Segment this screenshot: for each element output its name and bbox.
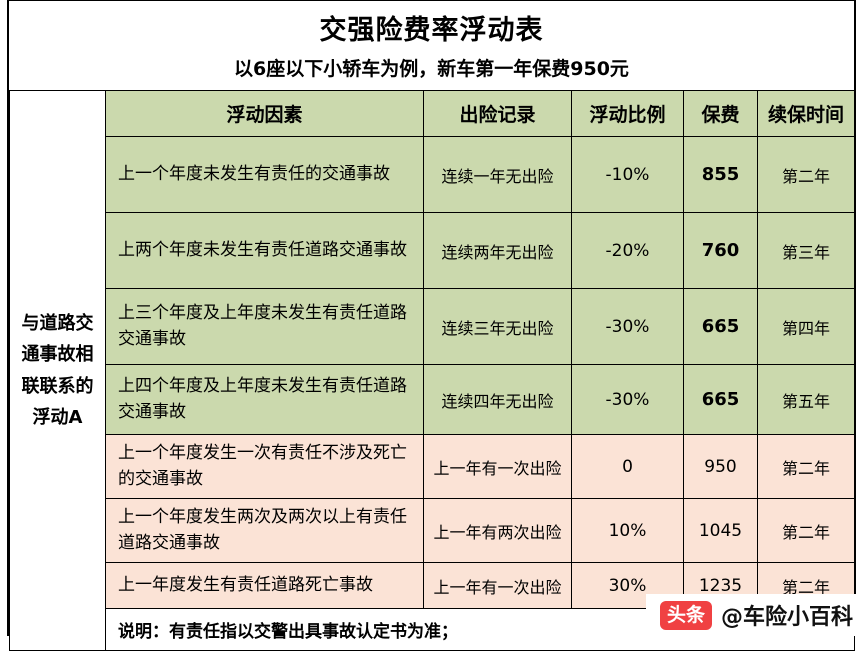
cell-renewal: 第五年 — [757, 364, 855, 435]
header-premium: 保费 — [683, 90, 758, 137]
cell-ratio: 0 — [571, 434, 684, 499]
cell-factor: 上一个年度未发生有责任的交通事故 — [105, 136, 424, 213]
cell-renewal: 第二年 — [757, 434, 855, 499]
table-row: 上三个年度及上年度未发生有责任道路交通事故 连续三年无出险 -30% 665 第… — [10, 288, 855, 365]
cell-record: 上一年有一次出险 — [423, 434, 572, 499]
table-row: 上一个年度未发生有责任的交通事故 连续一年无出险 -10% 855 第二年 — [10, 136, 855, 213]
cell-ratio: -10% — [571, 136, 684, 213]
cell-record: 连续三年无出险 — [423, 288, 572, 365]
table-body: 与道路交通事故相联联系的浮动A 浮动因素 出险记录 浮动比例 保费 续保时间 上… — [9, 90, 855, 651]
cell-factor: 上一个年度发生一次有责任不涉及死亡的交通事故 — [105, 434, 424, 499]
cell-premium: 665 — [683, 288, 758, 365]
title-block: 交强险费率浮动表 以6座以下小轿车为例，新车第一年保费950元 — [9, 1, 854, 90]
cell-premium: 760 — [683, 212, 758, 289]
watermark-handle: @车险小百科 — [720, 605, 853, 630]
table-row: 上一个年度发生一次有责任不涉及死亡的交通事故 上一年有一次出险 0 950 第二… — [10, 434, 855, 499]
cell-renewal: 第二年 — [757, 136, 855, 213]
page-subtitle: 以6座以下小轿车为例，新车第一年保费950元 — [234, 58, 629, 80]
cell-factor: 上三个年度及上年度未发生有责任道路交通事故 — [105, 288, 424, 365]
cell-record: 上一年有两次出险 — [423, 498, 572, 563]
header-factor: 浮动因素 — [105, 90, 424, 137]
cell-ratio: -30% — [571, 288, 684, 365]
header-record: 出险记录 — [423, 90, 572, 137]
cell-factor: 上四个年度及上年度未发生有责任道路交通事故 — [105, 364, 424, 435]
header-row: 与道路交通事故相联联系的浮动A 浮动因素 出险记录 浮动比例 保费 续保时间 — [9, 90, 855, 651]
rate-sheet: 交强险费率浮动表 以6座以下小轿车为例，新车第一年保费950元 与道路交通事故相… — [7, 0, 856, 651]
row-group-cell: 与道路交通事故相联联系的浮动A — [9, 90, 106, 651]
cell-premium: 855 — [683, 136, 758, 213]
cell-ratio: 10% — [571, 498, 684, 563]
cell-renewal: 第三年 — [757, 212, 855, 289]
cell-factor: 上一个年度发生两次及两次以上有责任道路交通事故 — [105, 498, 424, 563]
table-row: 上两个年度未发生有责任道路交通事故 连续两年无出险 -20% 760 第三年 — [10, 212, 855, 289]
page-title: 交强险费率浮动表 — [319, 15, 544, 46]
cell-record: 连续一年无出险 — [423, 136, 572, 213]
cell-record: 上一年有一次出险 — [423, 562, 572, 609]
table-row: 上一个年度发生两次及两次以上有责任道路交通事故 上一年有两次出险 10% 104… — [10, 498, 855, 563]
cell-factor: 上一年度发生有责任道路死亡事故 — [105, 562, 424, 609]
header-ratio: 浮动比例 — [571, 90, 684, 137]
cell-renewal: 第四年 — [757, 288, 855, 365]
cell-premium: 665 — [683, 364, 758, 435]
cell-record: 连续四年无出险 — [423, 364, 572, 435]
cell-premium: 1045 — [683, 498, 758, 563]
cell-ratio: -30% — [571, 364, 684, 435]
rate-table: 与道路交通事故相联联系的浮动A 浮动因素 出险记录 浮动比例 保费 续保时间 上… — [9, 90, 855, 651]
cell-renewal: 第二年 — [757, 498, 855, 563]
cell-record: 连续两年无出险 — [423, 212, 572, 289]
cell-factor: 上两个年度未发生有责任道路交通事故 — [105, 212, 424, 289]
header-renewal: 续保时间 — [757, 90, 855, 137]
watermark: 头条 @车险小百科 — [645, 594, 863, 636]
toutiao-badge: 头条 — [659, 600, 712, 630]
cell-ratio: -20% — [571, 212, 684, 289]
cell-premium: 950 — [683, 434, 758, 499]
table-row: 上四个年度及上年度未发生有责任道路交通事故 连续四年无出险 -30% 665 第… — [10, 364, 855, 435]
